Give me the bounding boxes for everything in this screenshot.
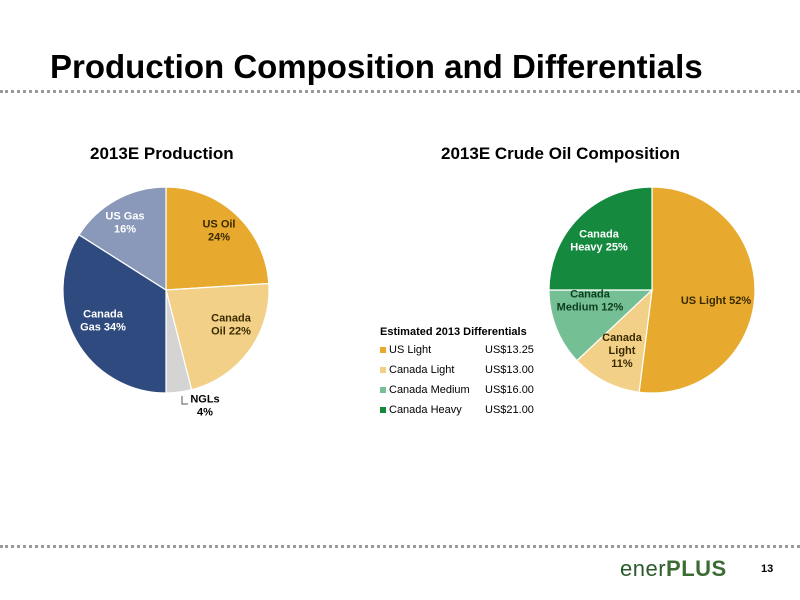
slice-label-us-light: US Light 52% (681, 295, 752, 307)
slice-label-us-oil: US Oil 24% (202, 219, 235, 244)
legend-name: Canada Medium (389, 384, 470, 396)
legend-value: US$16.00 (485, 384, 534, 396)
pie-slice-us-oil (165, 186, 270, 291)
slice-label-canada-heavy: Canada Heavy 25% (570, 229, 628, 254)
legend-value: US$21.00 (485, 404, 534, 416)
legend-item-canada-heavy: Canada Heavy US$21.00 (380, 402, 550, 422)
logo-text-plus: PLUS (666, 556, 727, 581)
crude-chart-title: 2013E Crude Oil Composition (441, 144, 680, 163)
legend-value: US$13.00 (485, 364, 534, 376)
slice-label-canada-medium: Canada Medium 12% (557, 289, 624, 314)
top-divider (0, 90, 800, 93)
ngls-leader-line (181, 396, 188, 405)
pie-slice-us-light (638, 186, 756, 394)
enerplus-logo: enerPLUS (620, 556, 727, 582)
page-number: 13 (761, 563, 774, 575)
pie-slice-canada-heavy (548, 186, 653, 291)
slice-label-canada-light: Canada Light 11% (602, 332, 643, 370)
differentials-legend: Estimated 2013 Differentials US Light US… (380, 326, 550, 422)
legend-swatch (380, 387, 386, 393)
slice-label-ngls: NGLs 4% (190, 394, 219, 419)
slice-label-canada-oil: Canada Oil 22% (211, 313, 252, 338)
bottom-divider (0, 545, 800, 548)
legend-item-us-light: US Light US$13.25 (380, 342, 550, 362)
legend-swatch (380, 407, 386, 413)
legend-value: US$13.25 (485, 344, 534, 356)
logo-text-ener: ener (620, 556, 667, 581)
legend-item-canada-medium: Canada Medium US$16.00 (380, 382, 550, 402)
legend-swatch (380, 367, 386, 373)
pie-slice-canada-medium (548, 289, 654, 362)
production-chart-title: 2013E Production (90, 144, 234, 163)
slice-label-us-gas: US Gas 16% (105, 211, 144, 236)
pie-slice-canada-light (576, 288, 653, 393)
pie-slice-canada-oil (165, 282, 270, 391)
legend-name: US Light (389, 344, 432, 356)
legend-item-canada-light: Canada Light US$13.00 (380, 362, 550, 382)
page-title: Production Composition and Differentials (50, 48, 703, 85)
legend-name: Canada Light (389, 364, 455, 376)
legend-name: Canada Heavy (389, 404, 462, 416)
legend-title: Estimated 2013 Differentials (380, 326, 527, 338)
pie-slice-us-gas (78, 186, 167, 292)
legend-swatch (380, 347, 386, 353)
slice-label-canada-gas: Canada Gas 34% (80, 309, 126, 334)
